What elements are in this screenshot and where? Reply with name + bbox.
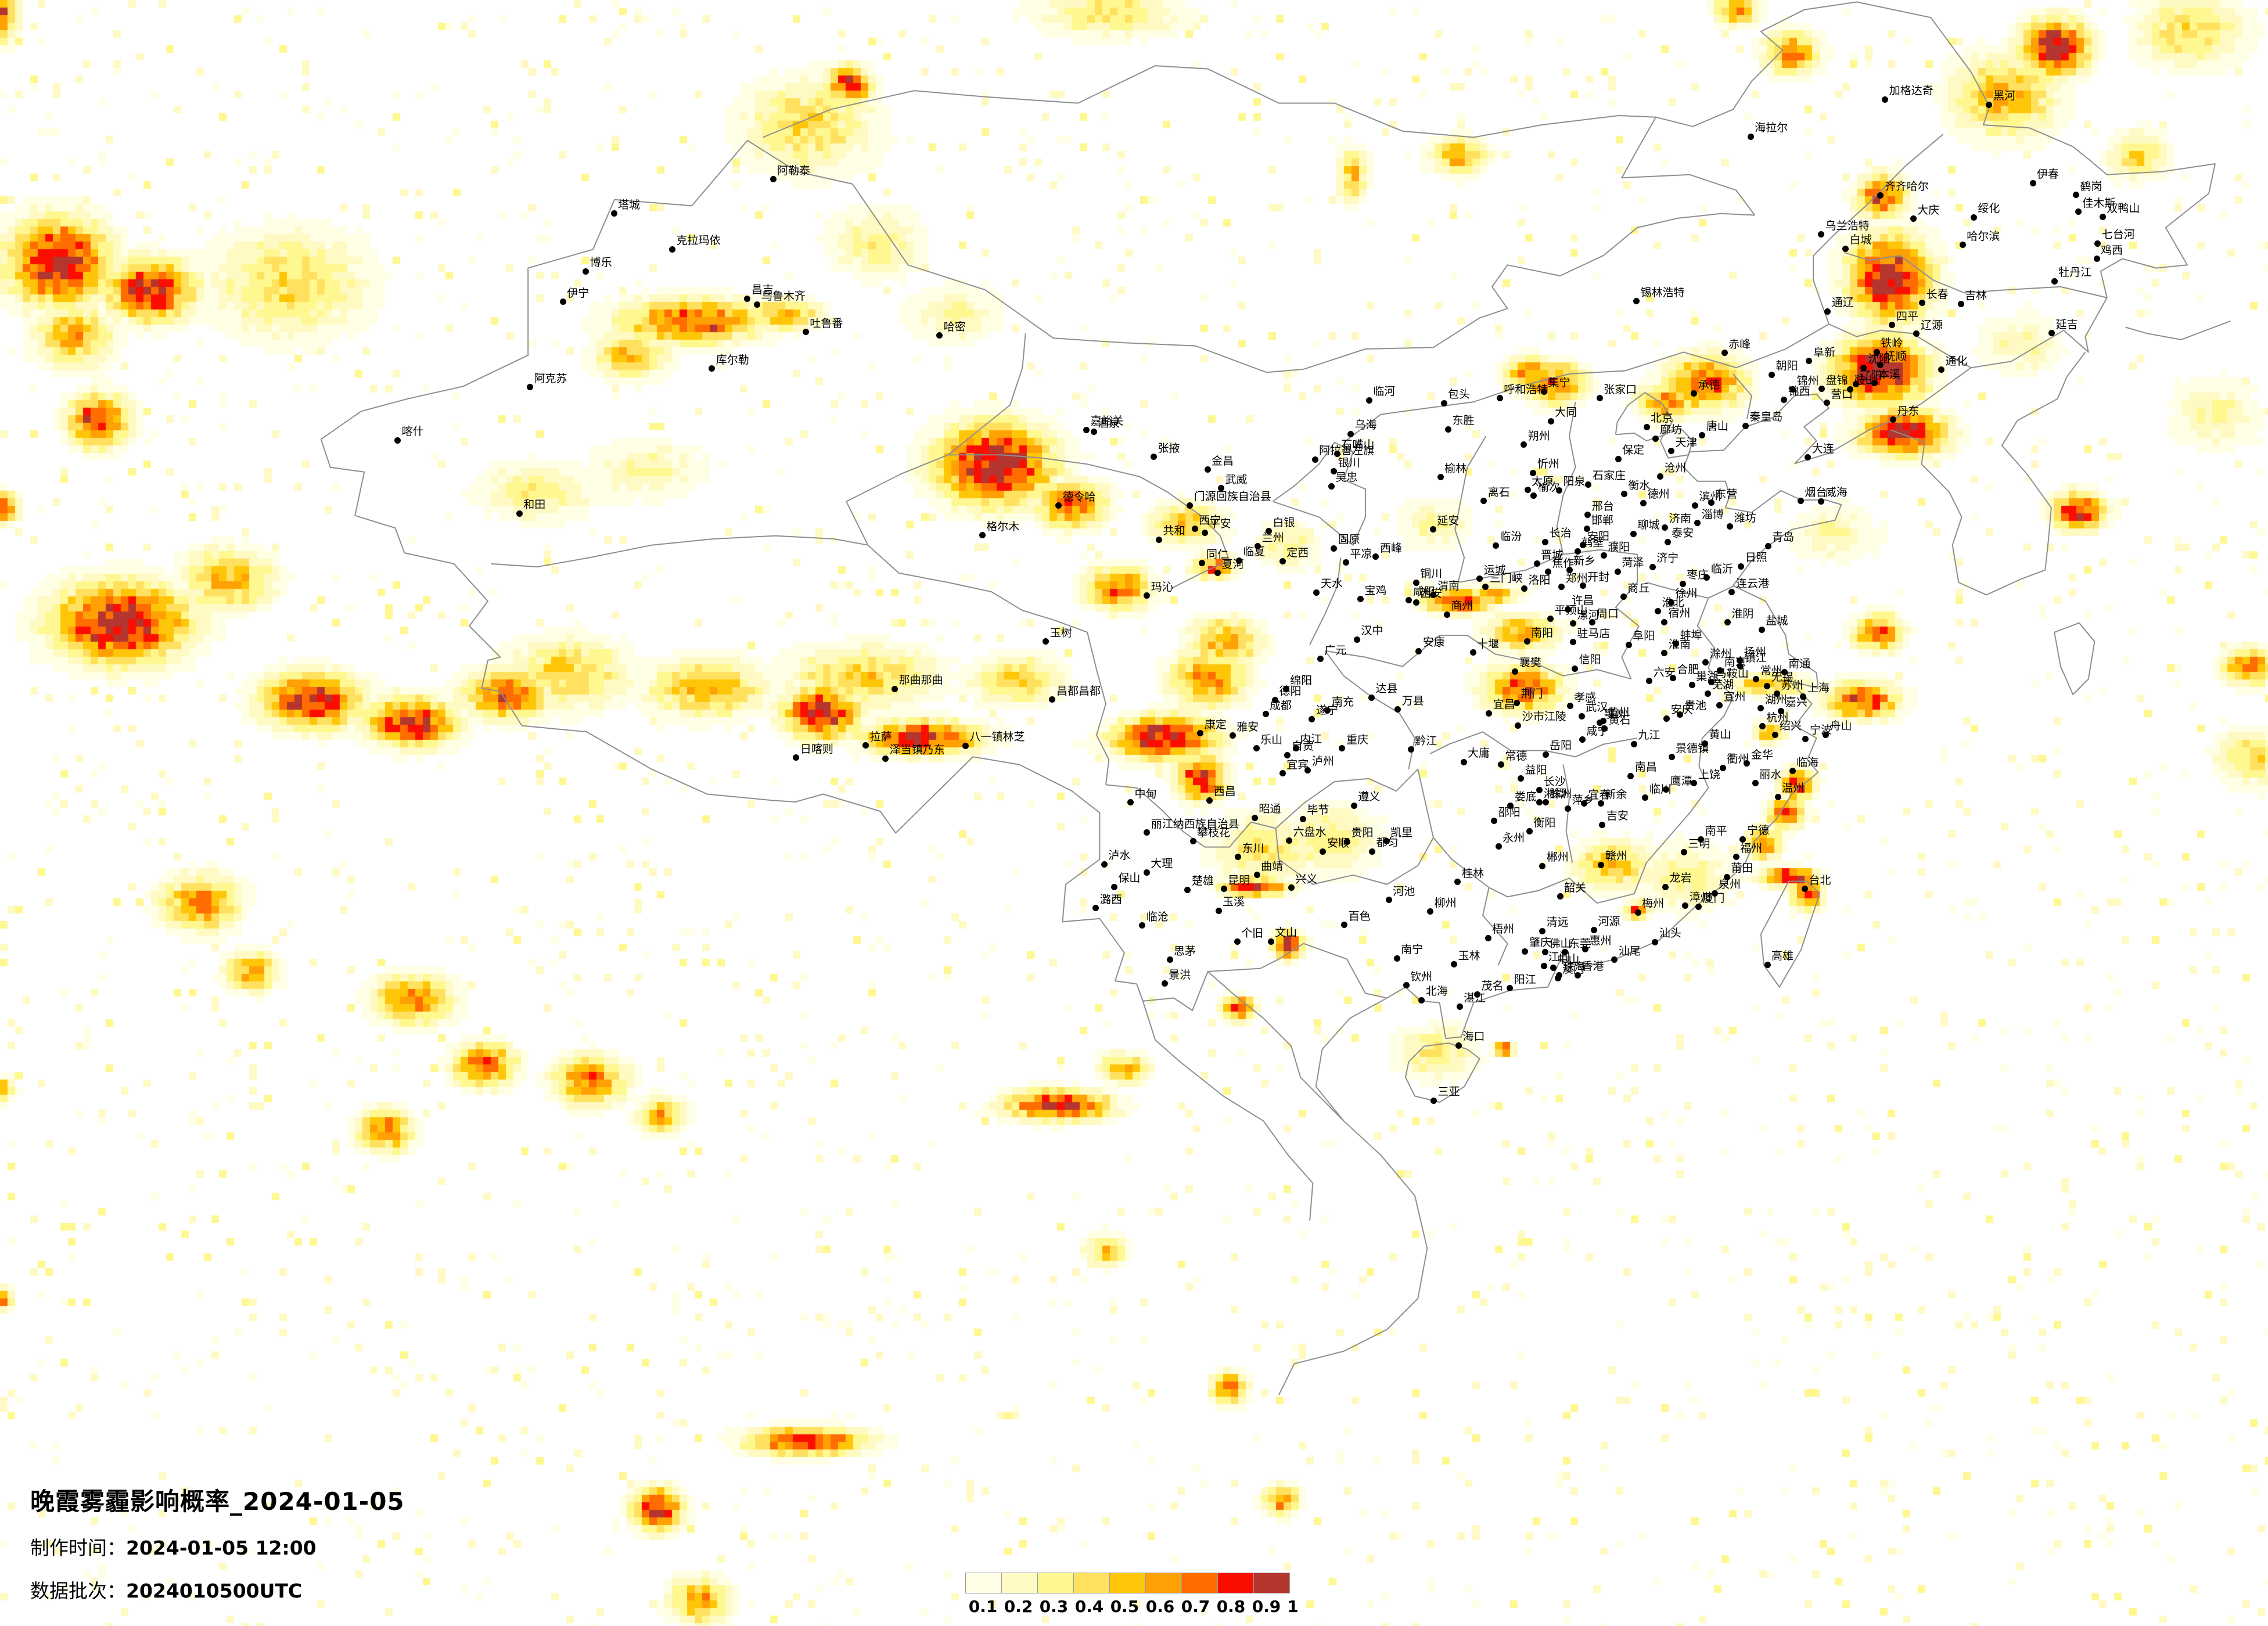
legend-swatch: [1145, 1573, 1182, 1593]
legend-tick: 0.4: [1074, 1597, 1104, 1616]
legend-swatch: [1217, 1573, 1254, 1593]
legend-swatch: [1001, 1573, 1038, 1593]
legend-swatch-row: [965, 1573, 1302, 1593]
legend-tick: 0.5: [1110, 1597, 1140, 1616]
data-batch-value: 2024010500UTC: [126, 1580, 303, 1602]
legend-swatch: [1253, 1573, 1290, 1593]
probability-color-legend: 0.1 0.2 0.3 0.4 0.5 0.6 0.7 0.8 0.9 1: [965, 1573, 1302, 1616]
legend-tick: 1: [1287, 1597, 1299, 1616]
legend-tick: 0.2: [1004, 1597, 1033, 1616]
map-title: 晚霞雾霾影响概率_2024-01-05: [30, 1487, 405, 1516]
legend-tick: 0.1: [968, 1597, 998, 1616]
data-batch-label: 数据批次：: [30, 1581, 126, 1602]
legend-swatch: [1181, 1573, 1218, 1593]
legend-swatch: [1037, 1573, 1074, 1593]
legend-tick-row: 0.1 0.2 0.3 0.4 0.5 0.6 0.7 0.8 0.9 1: [965, 1597, 1302, 1616]
legend-tick: 0.9: [1252, 1597, 1281, 1616]
legend-tick: 0.8: [1216, 1597, 1246, 1616]
legend-swatch: [1073, 1573, 1110, 1593]
legend-swatch: [965, 1573, 1002, 1593]
made-time-value: 2024-01-05 12:00: [126, 1537, 317, 1559]
legend-swatch: [1109, 1573, 1146, 1593]
made-time-label: 制作时间：: [30, 1538, 126, 1559]
title-block: 晚霞雾霾影响概率_2024-01-05 制作时间：2024-01-05 12:0…: [30, 1482, 405, 1603]
legend-tick: 0.3: [1039, 1597, 1069, 1616]
legend-tick: 0.7: [1181, 1597, 1210, 1616]
legend-tick: 0.6: [1145, 1597, 1175, 1616]
